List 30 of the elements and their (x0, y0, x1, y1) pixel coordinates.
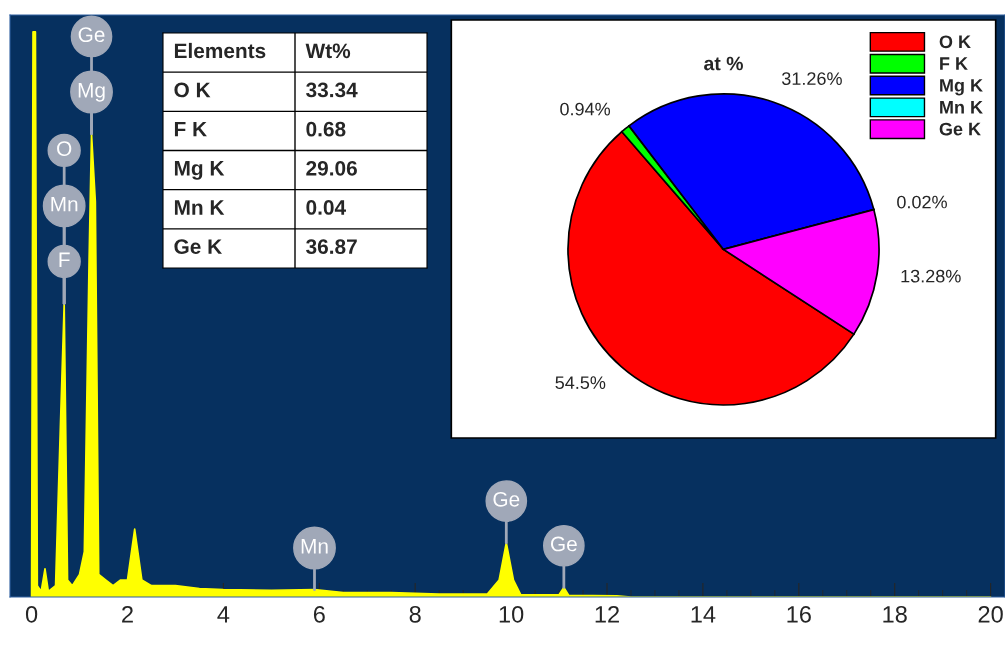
x-tick-label: 8 (409, 605, 421, 623)
annotation: Mg (78, 83, 105, 102)
annotation: F (59, 252, 70, 267)
x-tick-label: 14 (691, 606, 716, 623)
x-tick-label: 20 (978, 605, 1003, 623)
data-label: 31.26% (781, 72, 842, 85)
annotation: Mn (51, 197, 78, 212)
x-tick-label: 0 (25, 605, 38, 623)
x-tick-label: 2 (122, 605, 133, 623)
x-tick-label: 6 (313, 605, 325, 623)
legend-label: Mn K (940, 101, 983, 114)
x-tick-label: 12 (595, 605, 619, 623)
x-tick-label: 10 (499, 605, 524, 623)
data-label: 13.28% (901, 269, 961, 283)
legend-label: F K (940, 57, 968, 70)
annotation: Ge (78, 27, 105, 43)
data-label: 0.02% (897, 195, 947, 209)
x-tick-label: 4 (217, 606, 230, 623)
data-label: 54.5% (555, 376, 606, 390)
legend-label: Ge K (939, 122, 981, 136)
legend-label: Mg K (940, 79, 983, 96)
annotation: Ge (493, 491, 520, 507)
annotation: Mn (301, 539, 328, 554)
annotation: O (57, 141, 72, 156)
annotation: Ge (551, 536, 577, 552)
text: at % (704, 56, 743, 71)
legend-label: O K (939, 35, 971, 49)
x-tick-label: 16 (787, 605, 811, 623)
data-label: 0.94% (560, 102, 611, 116)
x-tick-label: 18 (883, 605, 907, 623)
